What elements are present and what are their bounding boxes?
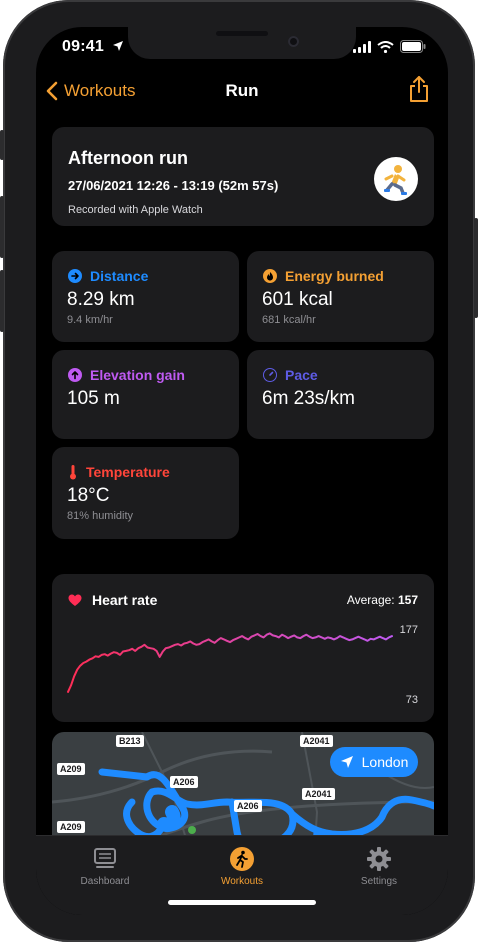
location-button-label: London	[361, 754, 409, 770]
back-label: Workouts	[64, 81, 136, 100]
heart-rate-average-value: 157	[397, 593, 418, 607]
tab-dashboard[interactable]: Dashboard	[50, 846, 160, 887]
energy-label: Energy burned	[285, 268, 384, 284]
camera	[288, 36, 299, 47]
heart-rate-card[interactable]: Heart rate Average: 157 177 73	[52, 574, 434, 722]
tab-label: Dashboard	[80, 876, 130, 887]
page-title: Run	[225, 81, 259, 100]
thermometer-icon	[70, 465, 76, 480]
back-button[interactable]: Workouts	[46, 81, 136, 101]
workout-summary-card: Afternoon run 27/06/2021 12:26 - 13:19 (…	[52, 127, 434, 226]
workouts-icon	[230, 847, 254, 871]
recorded-source: Recorded with Apple Watch	[68, 204, 203, 216]
road-label: A209	[57, 763, 85, 775]
dashboard-icon	[94, 848, 116, 868]
screen: 09:41 Workouts Run Afternoon run 27/06/2…	[36, 27, 448, 915]
heart-rate-average: Average: 157	[347, 593, 418, 607]
distance-speed: 9.4 km/hr	[67, 314, 113, 326]
road-label: A2041	[300, 735, 333, 747]
status-bar: 09:41	[36, 27, 448, 71]
distance-card: Distance 8.29 km 9.4 km/hr	[52, 251, 239, 342]
tab-settings[interactable]: Settings	[324, 846, 434, 887]
temperature-label: Temperature	[86, 464, 170, 480]
humidity-value: 81% humidity	[67, 510, 134, 522]
tab-label: Settings	[360, 876, 398, 887]
energy-card: Energy burned 601 kcal 681 kcal/hr	[247, 251, 434, 342]
notch	[128, 27, 356, 59]
battery-icon	[400, 40, 426, 53]
tab-label: Workouts	[220, 876, 264, 887]
energy-value: 601 kcal	[262, 289, 333, 310]
home-indicator[interactable]	[168, 900, 316, 905]
workout-title: Afternoon run	[68, 148, 188, 168]
pace-card: Pace 6m 23s/km	[247, 350, 434, 439]
power-button	[474, 218, 478, 318]
heart-rate-chart	[67, 632, 393, 693]
temperature-card: Temperature 18°C 81% humidity	[52, 447, 239, 539]
distance-value: 8.29 km	[67, 289, 135, 310]
runner-icon	[374, 157, 418, 201]
pace-value: 6m 23s/km	[262, 388, 355, 409]
volume-up-button	[0, 196, 4, 258]
elevation-card: Elevation gain 105 m	[52, 350, 239, 439]
energy-rate: 681 kcal/hr	[262, 314, 316, 326]
navigation-bar: Workouts Run	[36, 73, 448, 113]
workout-dates: 27/06/2021 12:26 - 13:19 (52m 57s)	[68, 178, 279, 193]
flame-icon	[263, 269, 277, 283]
elevation-label: Elevation gain	[90, 367, 185, 383]
speaker	[216, 31, 268, 36]
heart-rate-average-label: Average:	[346, 593, 395, 607]
elevation-value: 105 m	[67, 388, 120, 409]
location-button[interactable]: London	[330, 747, 418, 777]
heart-rate-min-label: 73	[405, 694, 418, 706]
volume-down-button	[0, 270, 4, 332]
speedometer-icon	[263, 368, 277, 382]
road-label: A2041	[302, 788, 335, 800]
chevron-left-icon	[46, 81, 58, 101]
location-arrow-icon	[340, 756, 353, 768]
location-arrow-icon	[113, 41, 123, 51]
arrow-right-circle-icon	[68, 269, 82, 283]
temperature-value: 18°C	[67, 485, 110, 506]
status-time: 09:41	[62, 38, 104, 55]
pace-label: Pace	[285, 367, 318, 383]
gear-icon	[367, 847, 391, 871]
heart-rate-series-line	[67, 632, 393, 693]
workout-detail-content[interactable]: Afternoon run 27/06/2021 12:26 - 13:19 (…	[36, 113, 448, 835]
mute-switch	[0, 130, 4, 160]
road-label: A206	[234, 800, 262, 812]
road-label: A209	[57, 821, 85, 833]
park-marker-icon	[188, 826, 196, 834]
heart-rate-title: Heart rate	[92, 592, 158, 608]
cellular-signal-icon	[353, 40, 371, 53]
arrow-up-circle-icon	[68, 368, 82, 382]
route-map[interactable]: B213 A2041 A209 A206 A2041 A206 A209 Bos…	[52, 732, 434, 835]
road-label: B213	[116, 735, 144, 747]
tab-workouts[interactable]: Workouts	[187, 846, 297, 887]
map-background	[52, 732, 434, 835]
heart-icon	[68, 594, 82, 606]
share-icon[interactable]	[408, 75, 430, 103]
road-label: A206	[170, 776, 198, 788]
wifi-icon	[377, 40, 394, 53]
heart-rate-max-label: 177	[399, 624, 418, 636]
distance-label: Distance	[90, 268, 149, 284]
